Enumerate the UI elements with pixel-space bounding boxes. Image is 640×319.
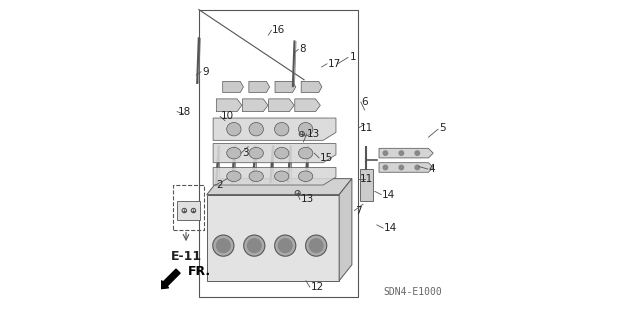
Circle shape <box>309 239 323 252</box>
Text: E-11: E-11 <box>170 250 202 263</box>
Bar <box>173 185 204 230</box>
Text: 4: 4 <box>428 164 435 174</box>
Circle shape <box>383 165 388 170</box>
Polygon shape <box>249 81 269 93</box>
Ellipse shape <box>298 147 313 159</box>
Polygon shape <box>216 99 242 112</box>
Text: 5: 5 <box>440 122 446 133</box>
Text: 16: 16 <box>272 25 285 35</box>
Text: FR.: FR. <box>188 265 211 278</box>
Text: 13: 13 <box>307 129 321 139</box>
Ellipse shape <box>249 171 264 182</box>
Text: 18: 18 <box>178 107 191 117</box>
Bar <box>177 201 200 220</box>
Circle shape <box>399 151 404 155</box>
Polygon shape <box>379 163 433 172</box>
Ellipse shape <box>227 171 241 182</box>
Text: 1: 1 <box>350 52 357 63</box>
Ellipse shape <box>275 147 289 159</box>
Polygon shape <box>213 118 336 140</box>
Polygon shape <box>213 144 336 163</box>
Polygon shape <box>223 81 243 93</box>
Circle shape <box>248 239 261 252</box>
Text: 13: 13 <box>301 194 314 204</box>
Text: 14: 14 <box>382 189 396 200</box>
Polygon shape <box>243 99 268 112</box>
Polygon shape <box>379 148 433 158</box>
Polygon shape <box>339 179 352 281</box>
Ellipse shape <box>275 122 289 136</box>
Ellipse shape <box>227 147 241 159</box>
Polygon shape <box>269 99 294 112</box>
Text: 3: 3 <box>242 148 248 158</box>
Text: 14: 14 <box>384 223 397 233</box>
Polygon shape <box>295 99 320 112</box>
Ellipse shape <box>249 147 264 159</box>
Bar <box>199 10 358 297</box>
Circle shape <box>399 165 404 170</box>
Ellipse shape <box>249 122 264 136</box>
Circle shape <box>415 165 420 170</box>
Polygon shape <box>207 195 339 281</box>
Text: 12: 12 <box>310 282 324 292</box>
Text: 2: 2 <box>216 180 223 190</box>
Ellipse shape <box>227 122 241 136</box>
Text: 8: 8 <box>300 44 306 55</box>
Ellipse shape <box>275 171 289 182</box>
Text: 9: 9 <box>202 67 209 77</box>
Text: 7: 7 <box>355 205 362 216</box>
Circle shape <box>278 239 292 252</box>
Text: 17: 17 <box>328 59 341 69</box>
Polygon shape <box>213 167 336 185</box>
Text: 15: 15 <box>320 153 333 163</box>
FancyArrow shape <box>161 269 180 289</box>
Polygon shape <box>360 169 372 201</box>
Circle shape <box>275 235 296 256</box>
Ellipse shape <box>298 122 313 136</box>
Ellipse shape <box>298 171 313 182</box>
Circle shape <box>244 235 265 256</box>
Polygon shape <box>207 179 352 195</box>
Circle shape <box>213 235 234 256</box>
Text: 10: 10 <box>221 111 234 122</box>
Circle shape <box>383 151 388 155</box>
Circle shape <box>415 151 420 155</box>
Text: SDN4-E1000: SDN4-E1000 <box>384 287 442 297</box>
Text: 11: 11 <box>360 174 373 184</box>
Polygon shape <box>301 81 322 93</box>
Text: 6: 6 <box>362 97 368 107</box>
Text: 11: 11 <box>360 122 373 133</box>
Polygon shape <box>275 81 296 93</box>
Circle shape <box>216 239 230 252</box>
Circle shape <box>306 235 326 256</box>
